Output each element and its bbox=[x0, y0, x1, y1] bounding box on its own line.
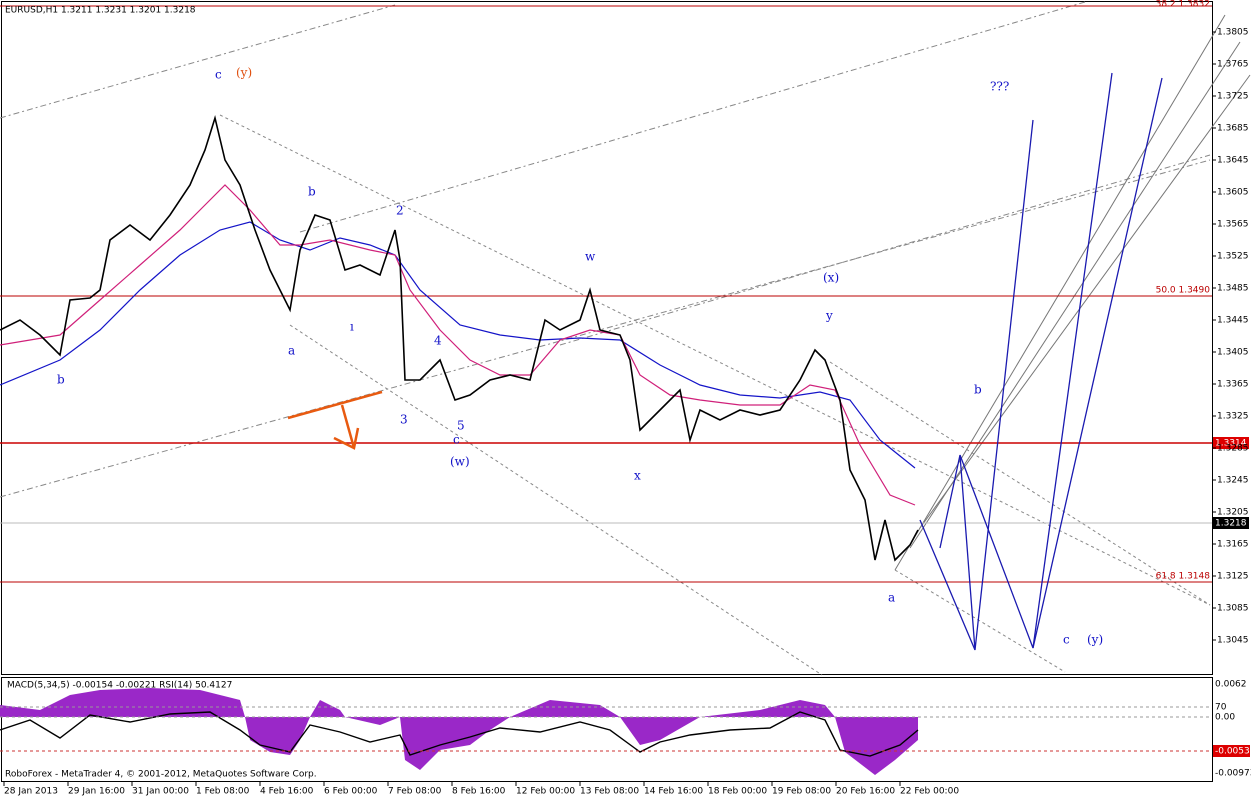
wave-labels: c (y) b a b ı 2 3 4 5 c (w) w x (x) y a … bbox=[57, 66, 1103, 647]
wave-label: 5 bbox=[457, 419, 465, 433]
price-tick-label: 1.3565 bbox=[1217, 220, 1249, 230]
wave-label: y bbox=[825, 309, 833, 323]
time-tick-label: 8 Feb 16:00 bbox=[452, 787, 506, 797]
price-tick-label: 1.3205 bbox=[1217, 508, 1249, 518]
price-tick-label: 1.3245 bbox=[1217, 476, 1249, 486]
price-tick-label: 1.3645 bbox=[1217, 156, 1249, 166]
time-tick-label: 1 Feb 08:00 bbox=[196, 787, 250, 797]
support-tag-label: 1.3314 bbox=[1215, 439, 1247, 449]
wave-label: b bbox=[308, 185, 316, 199]
fib-618-label: 61.8 1.3148 bbox=[1156, 572, 1211, 582]
time-tick-label: 22 Feb 00:00 bbox=[900, 787, 959, 797]
price-tick-label: 1.3685 bbox=[1217, 124, 1249, 134]
price-tick-label: 1.3085 bbox=[1217, 604, 1249, 614]
indicator-title: MACD(5,34,5) -0.00154 -0.00221 RSI(14) 5… bbox=[7, 681, 232, 691]
ma-fast bbox=[0, 184, 916, 506]
price-tick-label: 1.3285 bbox=[1217, 444, 1249, 454]
wave-label: 2 bbox=[396, 204, 404, 218]
trend-lines bbox=[0, 1, 1211, 498]
projection-b bbox=[919, 519, 976, 651]
wave-label: x bbox=[634, 469, 641, 483]
current-tag bbox=[1213, 517, 1249, 529]
time-tick-label: 29 Jan 16:00 bbox=[68, 787, 125, 797]
projection-d bbox=[1032, 77, 1163, 649]
price-tick-label: 1.3325 bbox=[1217, 412, 1249, 422]
symbol-info: EURUSD,H1 1.3211 1.3231 1.3201 1.3218 bbox=[5, 6, 196, 16]
signal-tag bbox=[1213, 745, 1250, 757]
ind-axis-signal: -0.0053 bbox=[1215, 747, 1250, 757]
orange-arrow bbox=[287, 390, 383, 450]
time-tick-label: 12 Feb 00:00 bbox=[516, 787, 575, 797]
wave-label: b bbox=[57, 373, 65, 387]
footer: RoboForex - MetaTrader 4, © 2001-2012, M… bbox=[5, 770, 317, 780]
ma-slow bbox=[0, 221, 916, 469]
price-tick-label: 1.3805 bbox=[1217, 28, 1249, 38]
price-tick-label: 1.3725 bbox=[1217, 92, 1249, 102]
wave-label: a bbox=[888, 591, 895, 605]
price-tick-label: 1.3165 bbox=[1217, 540, 1249, 550]
wave-label: b bbox=[974, 383, 982, 397]
wave-label: c bbox=[1063, 633, 1070, 647]
time-tick-label: 13 Feb 08:00 bbox=[580, 787, 639, 797]
wave-label: ??? bbox=[990, 80, 1009, 94]
ind-axis-bottom: -0.00973 bbox=[1215, 769, 1251, 779]
main-frame bbox=[1, 1, 1213, 675]
wave-label: w bbox=[585, 250, 596, 264]
price-tick-label: 1.3445 bbox=[1217, 316, 1249, 326]
price-tick-label: 1.3485 bbox=[1217, 284, 1249, 294]
price-bars bbox=[0, 114, 919, 562]
time-tick-label: 20 Feb 16:00 bbox=[836, 787, 895, 797]
time-tick-label: 4 Feb 16:00 bbox=[260, 787, 314, 797]
current-tag-label: 1.3218 bbox=[1215, 519, 1247, 529]
price-tick-label: 1.3765 bbox=[1217, 60, 1249, 70]
fib-382-label: 38.2 1.3832 bbox=[1156, 0, 1210, 10]
price-tick-label: 1.3365 bbox=[1217, 380, 1249, 390]
time-tick-label: 14 Feb 16:00 bbox=[644, 787, 703, 797]
ind-axis-70: 70 bbox=[1215, 703, 1227, 713]
rsi-line bbox=[0, 711, 919, 757]
wave-label: 4 bbox=[434, 334, 442, 348]
wave-label: (y) bbox=[236, 66, 252, 80]
time-tick-label: 6 Feb 00:00 bbox=[324, 787, 378, 797]
wave-label: 3 bbox=[400, 413, 408, 427]
price-tick-label: 1.3405 bbox=[1217, 348, 1249, 358]
fib-500-label: 50.0 1.3490 bbox=[1156, 286, 1211, 296]
wave-label: a bbox=[288, 344, 295, 358]
wave-label: ı bbox=[350, 320, 354, 334]
price-tick-label: 1.3605 bbox=[1217, 188, 1249, 198]
ind-axis-zero: 0.00 bbox=[1215, 713, 1235, 723]
projection-channel bbox=[894, 14, 1251, 571]
wave-label: c bbox=[453, 433, 460, 447]
time-tick-label: 19 Feb 08:00 bbox=[772, 787, 831, 797]
wave-label: c bbox=[215, 68, 222, 82]
time-tick-label: 7 Feb 08:00 bbox=[388, 787, 442, 797]
time-tick-label: 31 Jan 00:00 bbox=[132, 787, 189, 797]
wave-label: (y) bbox=[1087, 633, 1103, 647]
projection-a bbox=[939, 119, 1034, 651]
ind-axis-top: 0.0062 bbox=[1215, 680, 1247, 690]
time-tick-label: 18 Feb 00:00 bbox=[708, 787, 767, 797]
macd-histogram bbox=[0, 688, 918, 775]
price-tick-label: 1.3125 bbox=[1217, 572, 1249, 582]
price-tick-label: 1.3045 bbox=[1217, 636, 1249, 646]
price-tick-label: 1.3525 bbox=[1217, 252, 1249, 262]
time-tick-label: 28 Jan 2013 bbox=[4, 787, 58, 797]
wave-label: (w) bbox=[450, 455, 470, 469]
wave-label: (x) bbox=[823, 271, 839, 285]
support-tag bbox=[1213, 437, 1249, 449]
